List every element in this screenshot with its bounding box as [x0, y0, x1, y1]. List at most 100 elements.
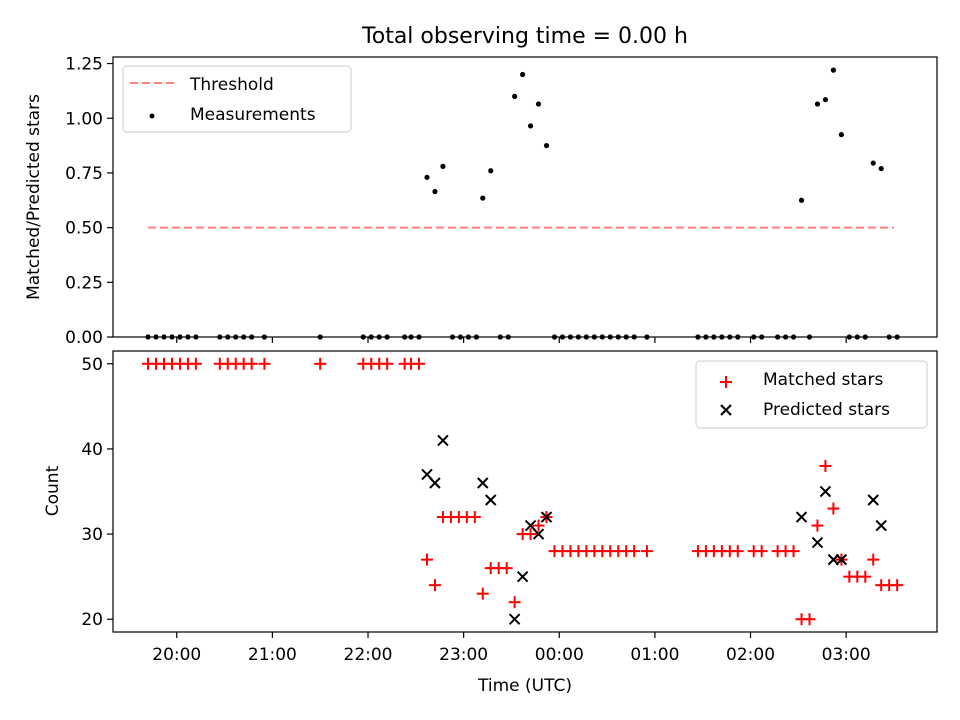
legend-measurements-label: Measurements [190, 105, 316, 125]
matched-point [811, 519, 824, 532]
matched-point [628, 545, 641, 558]
measurement-point [520, 71, 526, 78]
matched-point [500, 562, 513, 575]
legend-threshold-label: Threshold [189, 75, 274, 95]
matched-point [413, 357, 426, 370]
measurement-point [822, 97, 829, 103]
predicted-point [477, 477, 489, 489]
matched-point [532, 519, 545, 532]
measurement-point [424, 174, 430, 180]
top-y-axis-label: Matched/Predicted stars [24, 94, 44, 300]
matched-point [803, 613, 816, 626]
matched-point [755, 545, 768, 558]
x-tick-label: 23:00 [439, 645, 488, 665]
legend-measurements-swatch [149, 113, 155, 119]
matched-point [787, 545, 800, 558]
measurement-point [440, 163, 446, 169]
x-axis-label: Time (UTC) [477, 676, 572, 696]
chart-title: Total observing time = 0.00 h [361, 24, 688, 49]
predicted-point [437, 434, 449, 447]
x-tick-label: 02:00 [726, 645, 775, 665]
bottom-y-ticks: 20 30 40 50 [81, 355, 113, 630]
predicted-point [875, 519, 887, 532]
matched-point [819, 459, 832, 472]
measurement-point [878, 165, 884, 172]
matched-point [827, 502, 840, 515]
predicted-point [795, 511, 808, 523]
x-tick-label: 22:00 [344, 645, 393, 665]
x-tick-label: 21:00 [248, 645, 297, 665]
matched-point [189, 357, 202, 370]
top-x-ticks [176, 337, 847, 343]
bottom-x-ticks: 20:00 21:00 22:00 23:00 00:00 01:00 02:00 03:00 [152, 632, 871, 665]
predicted-point [429, 477, 441, 489]
measurement-point [480, 195, 486, 201]
matched-point [420, 553, 433, 566]
bottom-y-tick-label: 30 [81, 525, 103, 545]
measurements-panel: Total observing time = 0.00 h Matched/Pr… [24, 24, 938, 348]
matched-point [476, 587, 489, 600]
top-legend-box [122, 65, 352, 133]
predicted-point [835, 553, 848, 566]
bottom-y-tick-label: 40 [81, 440, 103, 460]
top-legend: Threshold Measurements [122, 65, 352, 133]
predicted-point [811, 536, 824, 549]
top-y-tick-label: 0.50 [65, 219, 103, 239]
predicted-point [516, 570, 529, 583]
predicted-point [819, 485, 832, 498]
matched-point [508, 596, 521, 609]
matched-point [891, 579, 904, 592]
matched-point [314, 357, 327, 370]
top-axes-frame [112, 56, 938, 338]
x-tick-label: 03:00 [822, 645, 871, 665]
matched-point [381, 357, 394, 370]
counts-panel: Count Time (UTC) 20 30 40 50 20:00 21:00 22:0… [43, 350, 938, 696]
top-y-ticks: 0.00 0.25 0.50 0.75 1.00 1.25 [65, 55, 113, 348]
top-y-tick-label: 1.00 [65, 109, 103, 129]
matched-point [859, 570, 872, 583]
measurement-point [870, 160, 876, 166]
matched-point [468, 511, 481, 524]
predicted-point [508, 613, 521, 625]
predicted-point [485, 494, 497, 506]
bottom-legend: Matched stars Predicted stars [695, 360, 928, 429]
top-y-tick-label: 0.00 [65, 328, 103, 348]
matched-point [867, 553, 880, 566]
predicted-point [532, 528, 545, 540]
top-y-tick-label: 0.25 [65, 273, 103, 293]
measurement-point [830, 67, 837, 73]
bottom-y-tick-label: 20 [81, 610, 103, 630]
x-tick-label: 20:00 [152, 645, 201, 665]
x-tick-label: 00:00 [535, 645, 584, 665]
measurement-point [527, 123, 534, 129]
bottom-y-axis-label: Count [43, 465, 63, 516]
bottom-y-tick-label: 50 [81, 355, 103, 375]
bottom-axes-frame [112, 350, 938, 633]
legend-predicted-swatch [720, 404, 732, 416]
measurement-point [798, 197, 805, 203]
matched-point [731, 545, 744, 558]
matched-point [245, 357, 258, 370]
measurement-point [543, 142, 550, 149]
legend-matched-swatch [720, 376, 732, 388]
bottom-legend-box [695, 360, 928, 429]
legend-matched-label: Matched stars [763, 370, 883, 390]
measurement-point [488, 168, 494, 174]
measurement-point [432, 188, 438, 195]
predicted-point [540, 511, 553, 523]
matched-point [640, 545, 653, 558]
matched-point [524, 528, 537, 541]
x-tick-label: 01:00 [630, 645, 679, 665]
top-y-tick-label: 0.75 [65, 164, 103, 184]
top-y-tick-label: 1.25 [65, 55, 103, 75]
bottom-plot-marks [142, 357, 904, 626]
matched-point [258, 357, 271, 370]
measurement-point [535, 101, 542, 107]
measurement-point [838, 132, 844, 138]
measurement-point [814, 101, 821, 107]
legend-predicted-label: Predicted stars [763, 400, 890, 420]
predicted-point [867, 494, 879, 506]
measurement-point [512, 93, 518, 99]
matched-point [428, 579, 441, 592]
